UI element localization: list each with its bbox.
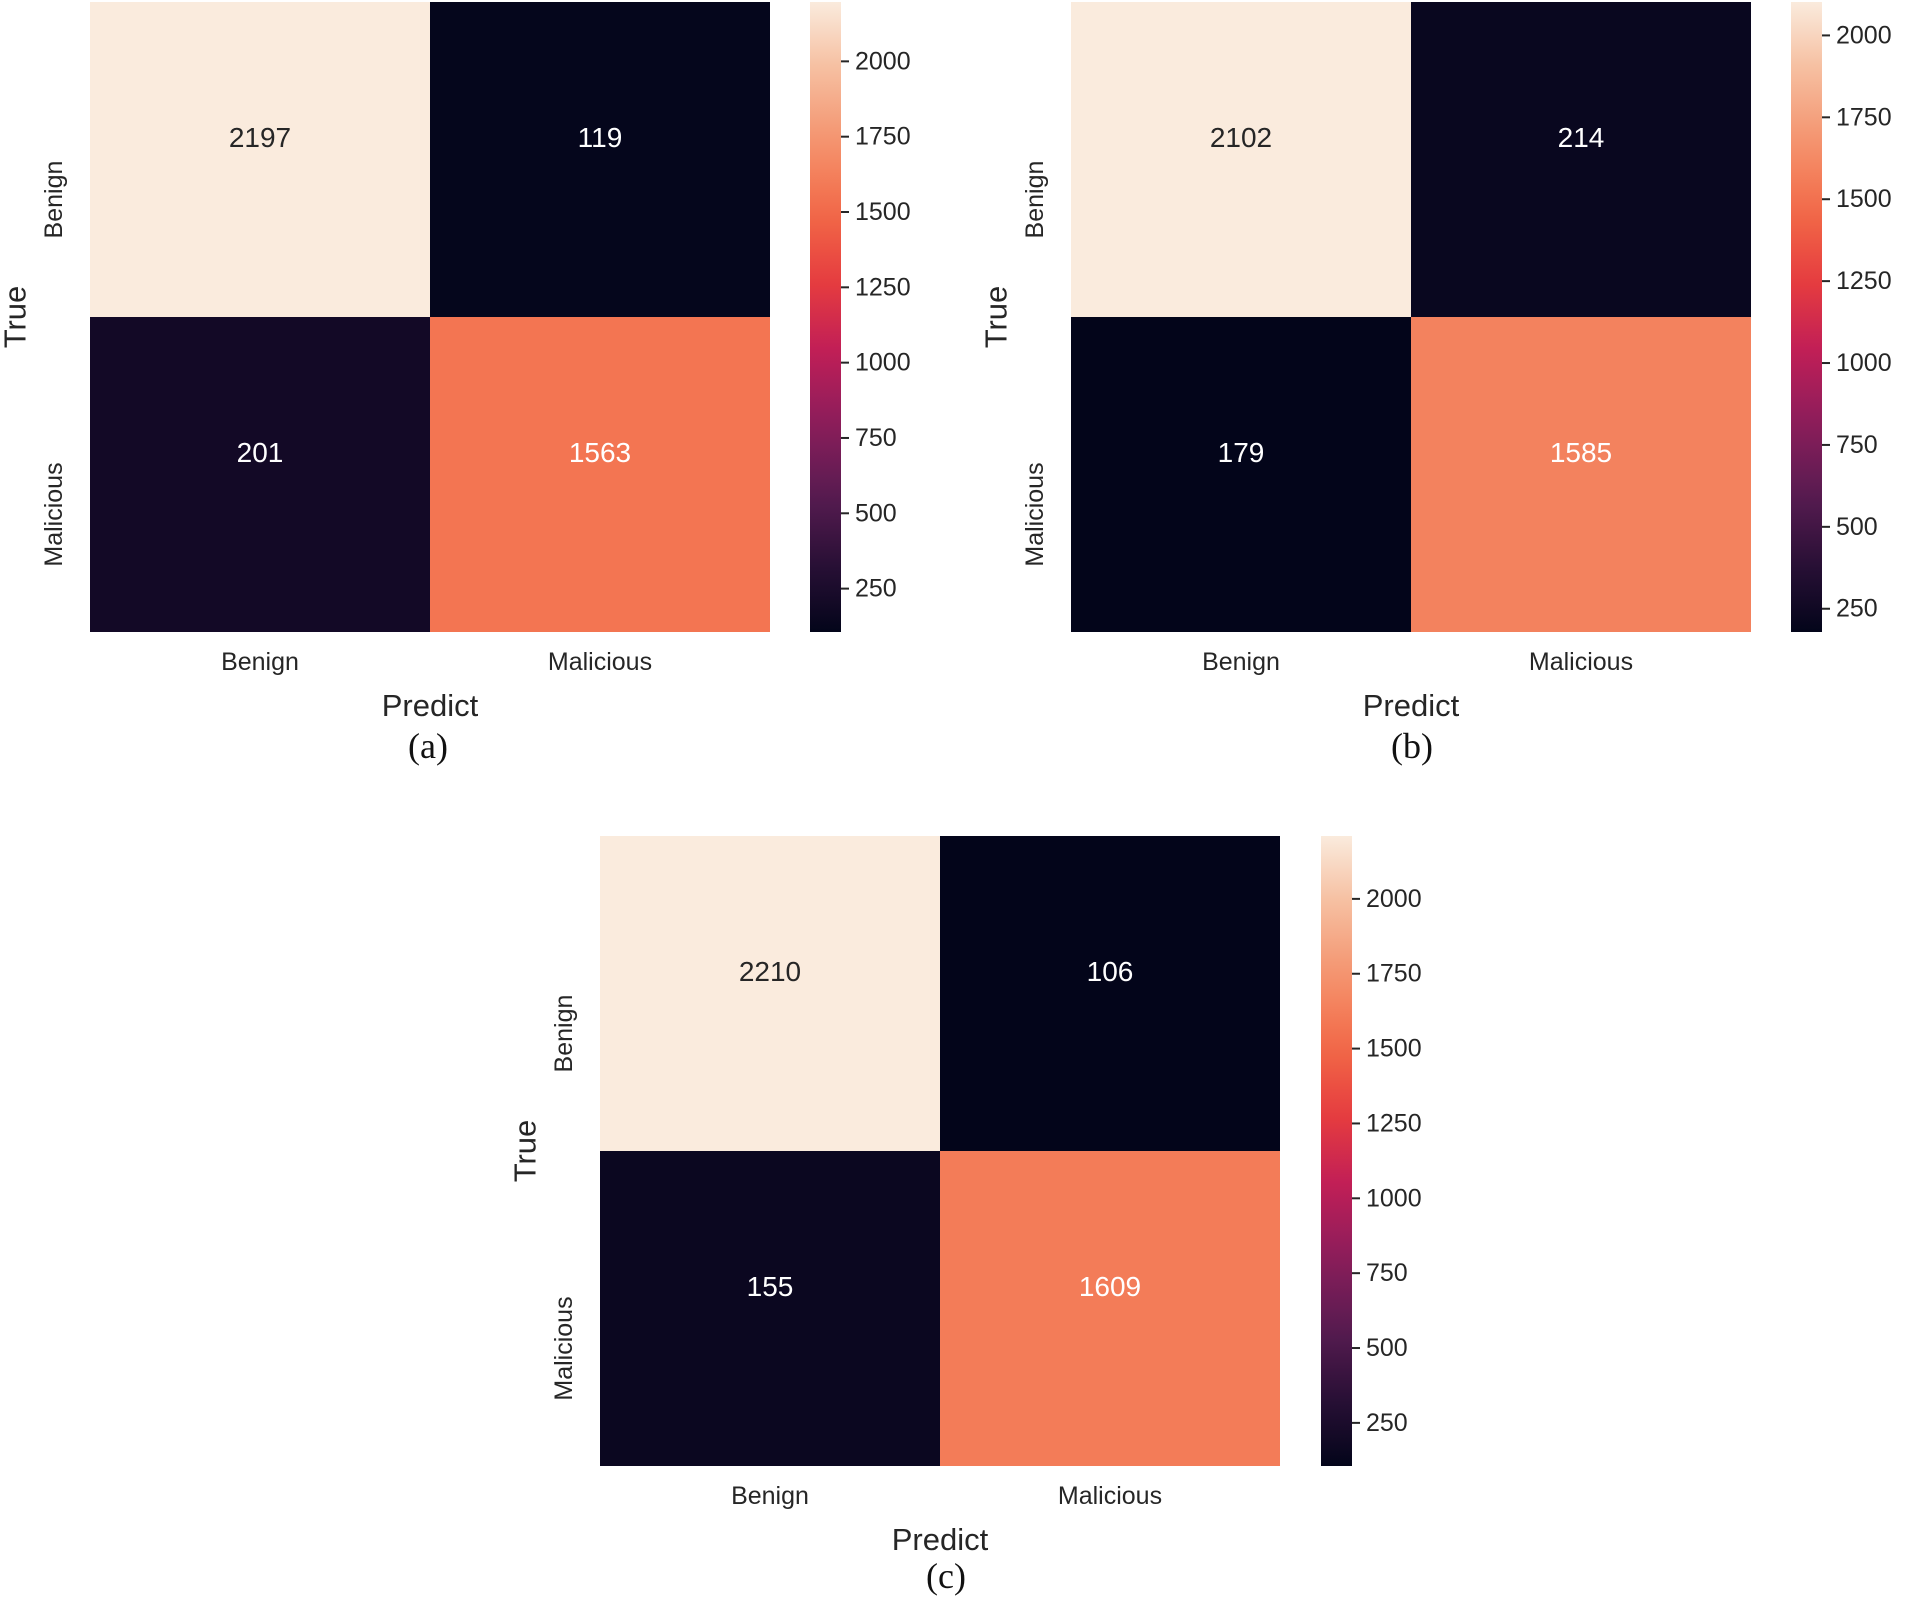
colorbar-tick-label: 2000 xyxy=(1836,21,1892,49)
cell-value-label: 179 xyxy=(1218,437,1265,468)
x-tick-label: Malicious xyxy=(1058,1482,1162,1510)
y-axis-title: True xyxy=(508,1120,543,1183)
colorbar-tick-label: 250 xyxy=(1366,1409,1408,1437)
heatmap-cell xyxy=(1071,317,1411,632)
y-tick-label: Benign xyxy=(1021,161,1049,239)
heatmap-cell xyxy=(430,317,770,632)
cell-value-label: 155 xyxy=(747,1271,794,1302)
colorbar-tick-label: 1500 xyxy=(1836,185,1892,213)
panel-a: 2197 119 201 1563 Benign Malicious Benign Malic… xyxy=(0,2,911,766)
colorbar-tick-label: 1750 xyxy=(855,123,911,151)
heatmap-cell xyxy=(1411,2,1751,317)
colorbar-tick-label: 1000 xyxy=(855,349,911,377)
y-tick-label: Malicious xyxy=(550,1296,578,1400)
panel-label: (a) xyxy=(408,726,448,766)
y-tick-label: Benign xyxy=(550,995,578,1073)
cell-value-label: 2102 xyxy=(1210,122,1272,153)
panel-c: 2210 106 155 1609 Benign Malicious Benign Malic… xyxy=(508,836,1422,1596)
cell-value-label: 2210 xyxy=(739,956,801,987)
heatmap-cell xyxy=(600,836,940,1151)
colorbar-tick-label: 500 xyxy=(855,499,897,527)
colorbar-tick-label: 250 xyxy=(1836,595,1878,623)
colorbar xyxy=(810,2,841,632)
panel-label: (b) xyxy=(1391,726,1433,766)
colorbar xyxy=(1321,836,1352,1466)
colorbar xyxy=(1791,2,1822,632)
x-tick-label: Benign xyxy=(221,648,299,676)
colorbar-tick-label: 1000 xyxy=(1366,1184,1422,1212)
colorbar-tick-label: 500 xyxy=(1366,1334,1408,1362)
y-axis-title: True xyxy=(979,286,1014,349)
y-axis-title: True xyxy=(0,286,33,349)
heatmap-cell xyxy=(1071,2,1411,317)
colorbar-tick-label: 500 xyxy=(1836,513,1878,541)
heatmap-cell xyxy=(940,836,1280,1151)
cell-value-label: 2197 xyxy=(229,122,291,153)
colorbar-tick-label: 1750 xyxy=(1836,103,1892,131)
x-tick-label: Benign xyxy=(731,1482,809,1510)
heatmap-cell xyxy=(430,2,770,317)
x-tick-label: Benign xyxy=(1202,648,1280,676)
colorbar-tick-label: 1250 xyxy=(855,273,911,301)
colorbar-tick-label: 2000 xyxy=(855,47,911,75)
colorbar-tick-label: 1250 xyxy=(1366,1109,1422,1137)
heatmap-cell xyxy=(90,2,430,317)
y-tick-label: Malicious xyxy=(40,462,68,566)
cell-value-label: 106 xyxy=(1087,956,1134,987)
panel-b: 2102 214 179 1585 Benign Malicious Benign Malic… xyxy=(979,2,1892,766)
y-tick-label: Malicious xyxy=(1021,462,1049,566)
panel-label: (c) xyxy=(926,1556,966,1596)
cell-value-label: 1609 xyxy=(1079,1271,1141,1302)
colorbar-tick-label: 1000 xyxy=(1836,349,1892,377)
heatmap-cell xyxy=(940,1151,1280,1466)
cell-value-label: 1563 xyxy=(569,437,631,468)
cell-value-label: 214 xyxy=(1558,122,1605,153)
x-axis-title: Predict xyxy=(892,1522,989,1557)
colorbar-tick-label: 750 xyxy=(1366,1259,1408,1287)
heatmap-cell xyxy=(600,1151,940,1466)
heatmap-cell xyxy=(90,317,430,632)
x-tick-label: Malicious xyxy=(1529,648,1633,676)
y-tick-label: Benign xyxy=(40,161,68,239)
colorbar-tick-label: 2000 xyxy=(1366,885,1422,913)
colorbar-tick-label: 1250 xyxy=(1836,267,1892,295)
colorbar-tick-label: 750 xyxy=(1836,431,1878,459)
colorbar-tick-label: 1500 xyxy=(1366,1035,1422,1063)
cell-value-label: 201 xyxy=(237,437,284,468)
heatmap-cell xyxy=(1411,317,1751,632)
cell-value-label: 1585 xyxy=(1550,437,1612,468)
x-tick-label: Malicious xyxy=(548,648,652,676)
x-axis-title: Predict xyxy=(382,688,479,723)
colorbar-tick-label: 1500 xyxy=(855,198,911,226)
cell-value-label: 119 xyxy=(578,122,623,153)
colorbar-tick-label: 250 xyxy=(855,575,897,603)
colorbar-tick-label: 1750 xyxy=(1366,960,1422,988)
x-axis-title: Predict xyxy=(1363,688,1460,723)
colorbar-tick-label: 750 xyxy=(855,424,897,452)
